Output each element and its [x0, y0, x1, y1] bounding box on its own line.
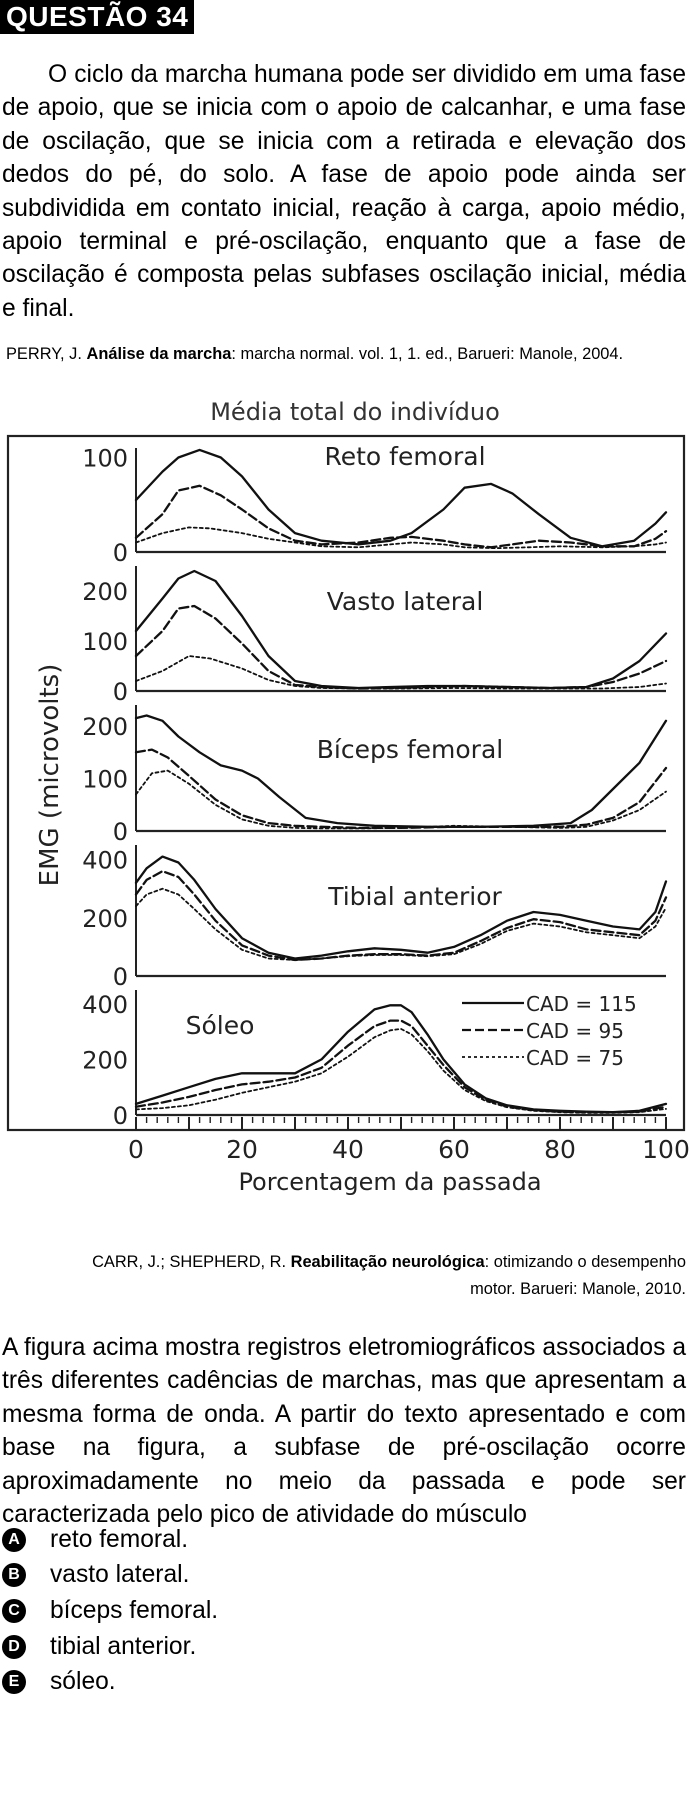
- panel-label: Bíceps femoral: [317, 735, 503, 764]
- option-letter: D: [2, 1634, 26, 1659]
- option-text: sóleo.: [50, 1668, 116, 1696]
- series-line: [135, 887, 667, 961]
- legend-label: CAD = 115: [526, 992, 637, 1016]
- panel-label: Reto femoral: [324, 442, 485, 471]
- option-text: vasto lateral.: [50, 1561, 190, 1589]
- legend-label: CAD = 75: [526, 1046, 624, 1070]
- series-line: [134, 748, 668, 830]
- question-number: QUESTÃO 34: [0, 0, 195, 34]
- y-tick-label: 200: [82, 578, 128, 606]
- y-tick-label: 200: [82, 905, 128, 933]
- reference-rest: : marcha normal. vol. 1, 1. ed., Barueri…: [231, 345, 624, 363]
- y-tick-label: 0: [113, 818, 128, 846]
- series-line: [134, 484, 668, 549]
- y-tick-label: 200: [82, 1046, 128, 1074]
- question-statement: A figura acima mostra registros eletromi…: [2, 1334, 686, 1529]
- legend-label: CAD = 95: [526, 1019, 624, 1043]
- reference-carr: CARR, J.; SHEPHERD, R. Reabilitação neur…: [86, 1249, 686, 1303]
- emg-chart: Média total do indivíduo 0 100 Reto femoral…: [6, 398, 690, 1196]
- series-line: [135, 655, 667, 690]
- reference-title: Reabilitação neurológica: [290, 1253, 485, 1271]
- option-letter: E: [2, 1670, 26, 1695]
- series-line: [135, 526, 667, 550]
- reference-rest: : otimizando o desempenho motor. Barueri…: [470, 1253, 686, 1298]
- chart-frame: [6, 434, 686, 1132]
- series-line: [135, 1028, 667, 1114]
- panel-label: Tibial anterior: [327, 882, 502, 911]
- x-tick-label: 60: [438, 1135, 470, 1164]
- x-tick-label: 80: [544, 1135, 576, 1164]
- y-tick-label: 0: [113, 539, 128, 567]
- panel-label: Sóleo: [186, 1011, 255, 1040]
- reference-perry: PERRY, J. Análise da marcha: marcha norm…: [6, 345, 623, 364]
- x-axis-label: Porcentagem da passada: [238, 1168, 541, 1196]
- reference-authors: CARR, J.; SHEPHERD, R.: [92, 1253, 291, 1271]
- series-line: [135, 769, 667, 830]
- y-tick-label: 400: [82, 847, 128, 875]
- y-tick-label: 0: [113, 963, 128, 991]
- x-tick-label: 100: [642, 1135, 690, 1164]
- y-tick-label: 100: [82, 628, 128, 656]
- series-line: [134, 714, 668, 828]
- x-tick-label: 20: [226, 1135, 258, 1164]
- series-line: [134, 604, 668, 690]
- option-text: bíceps femoral.: [50, 1596, 219, 1624]
- y-tick-label: 0: [113, 1102, 128, 1130]
- intro-paragraph: O ciclo da marcha humana pode ser dividi…: [2, 61, 686, 322]
- chart-title: Média total do indivíduo: [210, 398, 500, 426]
- option-text: tibial anterior.: [50, 1632, 197, 1660]
- reference-title: Análise da marcha: [86, 345, 232, 363]
- y-tick-label: 100: [82, 766, 128, 794]
- series-line: [134, 855, 668, 960]
- y-tick-label: 0: [113, 678, 128, 706]
- series-line: [134, 870, 668, 962]
- option-text: reto femoral.: [50, 1525, 189, 1553]
- option-letter: B: [2, 1563, 26, 1588]
- option-letter: C: [2, 1598, 26, 1623]
- y-tick-label: 100: [82, 444, 128, 472]
- x-tick-label: 0: [128, 1135, 144, 1164]
- panel-label: Vasto lateral: [327, 587, 484, 616]
- y-tick-label: 400: [82, 991, 128, 1019]
- y-axis-label: EMG (microvolts): [35, 664, 65, 887]
- y-tick-label: 200: [82, 713, 128, 741]
- reference-authors: PERRY, J.: [6, 345, 87, 363]
- x-tick-label: 40: [332, 1135, 364, 1164]
- option-letter: A: [2, 1527, 26, 1552]
